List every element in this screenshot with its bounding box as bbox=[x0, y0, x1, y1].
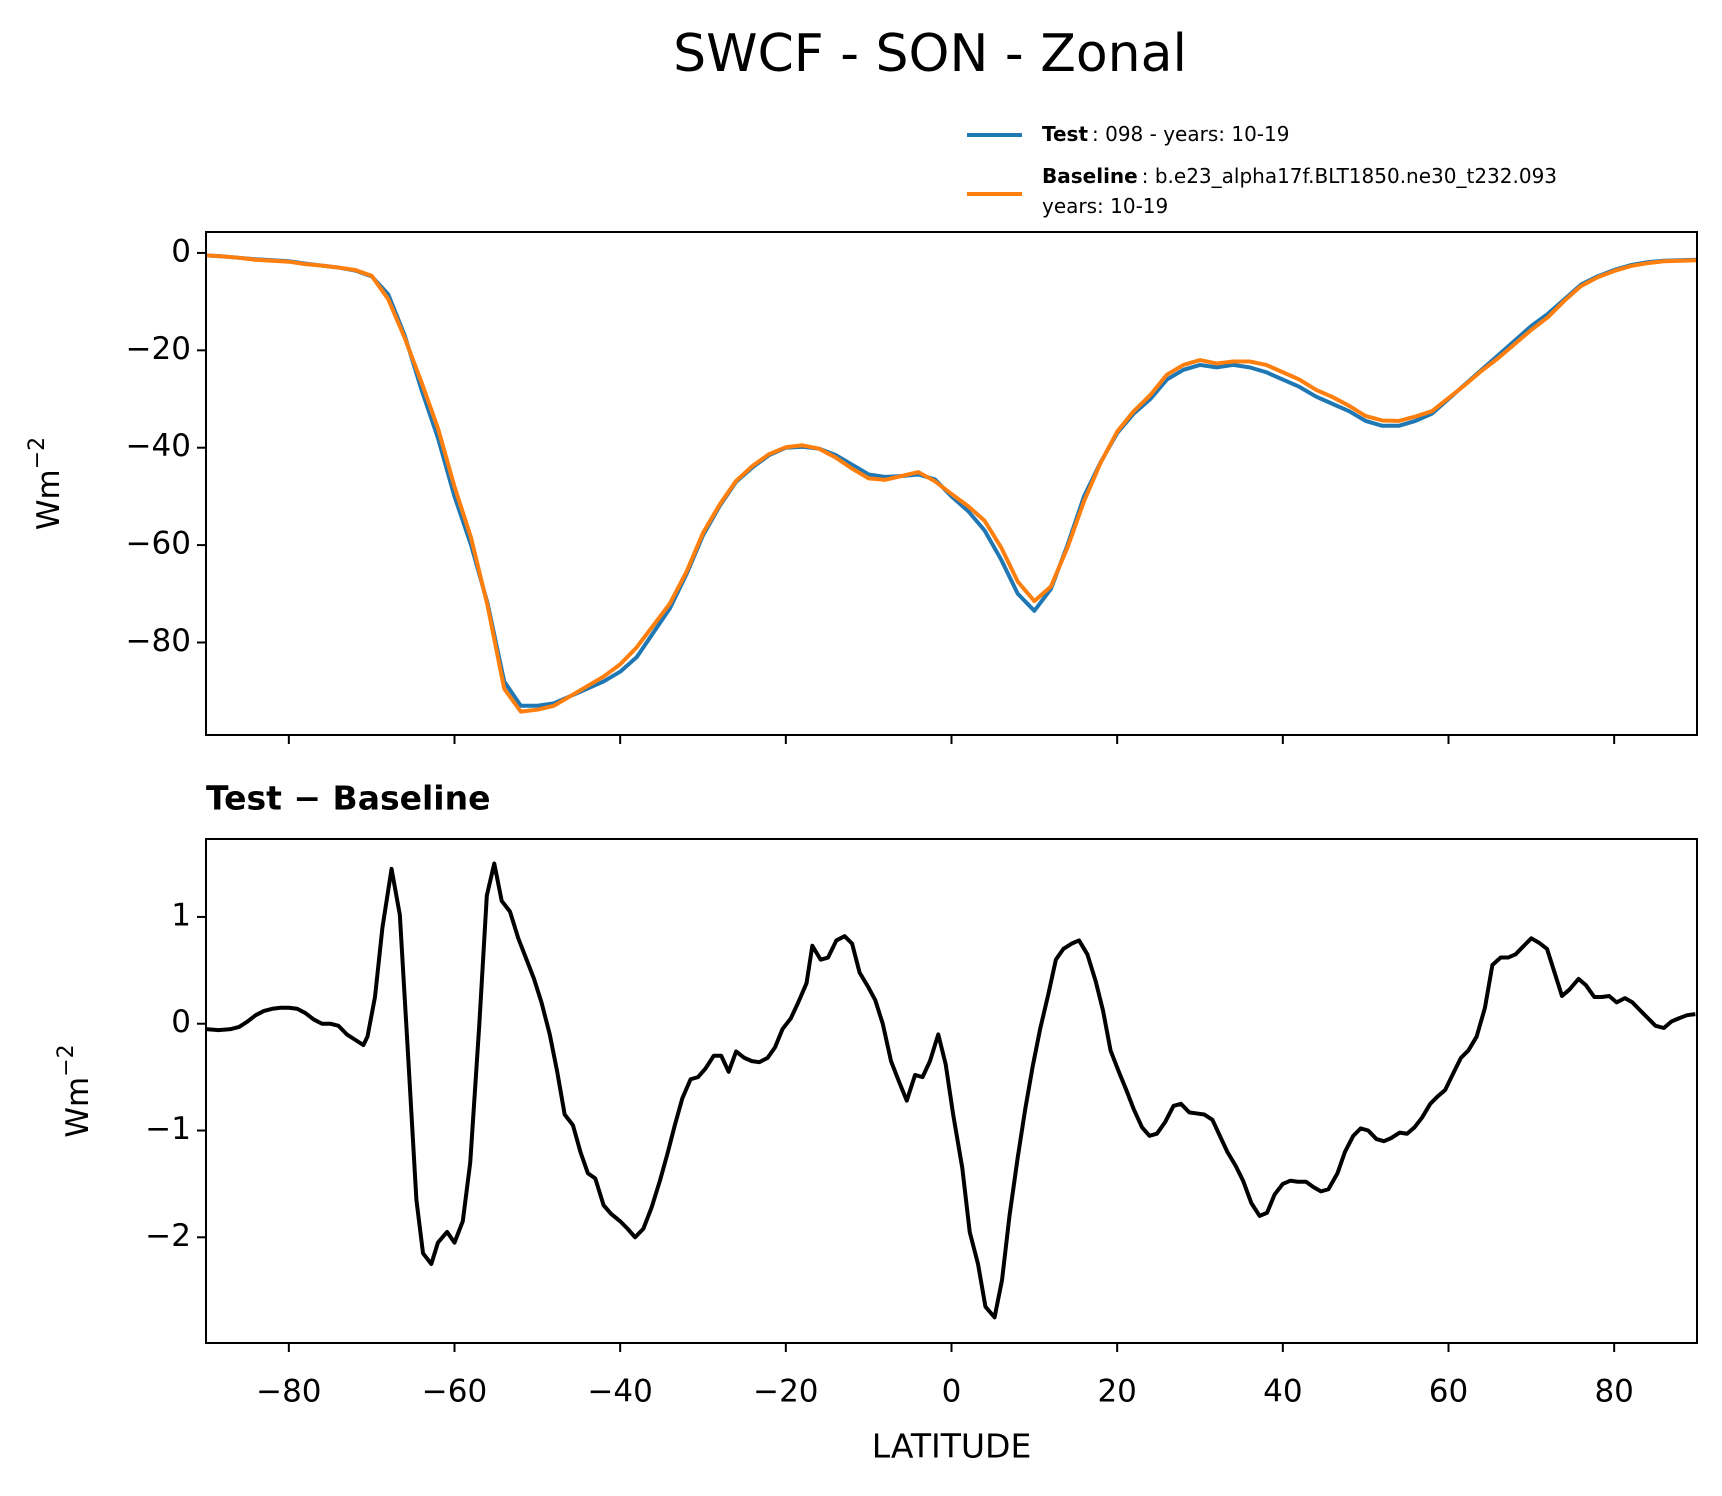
legend-name: Baseline bbox=[1042, 164, 1138, 188]
legend-label: Baseline: b.e23_alpha17f.BLT1850.ne30_t2… bbox=[1042, 164, 1557, 188]
data-line bbox=[206, 253, 1697, 714]
legend-text: : b.e23_alpha17f.BLT1850.ne30_t232.093 bbox=[1142, 164, 1557, 188]
y-tick-label: −2 bbox=[145, 1218, 191, 1254]
figure-title: SWCF - SON - Zonal bbox=[673, 24, 1187, 84]
y-axis-label-sup: −2 bbox=[54, 1044, 79, 1076]
x-tick-label: −40 bbox=[587, 1374, 652, 1410]
y-tick-label: 1 bbox=[171, 897, 191, 933]
y-axis-label-base: Wm bbox=[31, 469, 67, 530]
y-tick-label: 0 bbox=[171, 1004, 191, 1040]
legend-text: : 098 - years: 10-19 bbox=[1092, 122, 1289, 146]
y-tick-label: −40 bbox=[126, 428, 191, 464]
y-axis-label: Wm−2 bbox=[25, 437, 67, 530]
x-axis-label: LATITUDE bbox=[872, 1427, 1032, 1466]
legend-text: years: 10-19 bbox=[1042, 194, 1168, 218]
y-tick-label: 0 bbox=[171, 233, 191, 269]
y-tick-label: −1 bbox=[145, 1111, 191, 1147]
x-tick-label: 80 bbox=[1594, 1374, 1633, 1410]
x-tick-label: 20 bbox=[1097, 1374, 1136, 1410]
x-tick-label: 0 bbox=[942, 1374, 962, 1410]
y-axis-label-base: Wm bbox=[60, 1077, 96, 1138]
x-tick-label: −60 bbox=[422, 1374, 487, 1410]
x-tick-label: −20 bbox=[753, 1374, 818, 1410]
y-axis-label: Wm−2 bbox=[54, 1044, 96, 1137]
y-tick-label: −80 bbox=[126, 623, 191, 659]
y-axis-label-sup: −2 bbox=[25, 437, 50, 469]
x-tick-label: 60 bbox=[1429, 1374, 1468, 1410]
y-tick-label: −20 bbox=[126, 331, 191, 367]
axes-title: Test − Baseline bbox=[206, 779, 491, 818]
x-tick-label: −80 bbox=[256, 1374, 321, 1410]
x-tick-label: 40 bbox=[1263, 1374, 1302, 1410]
legend-label: Test: 098 - years: 10-19 bbox=[1042, 122, 1289, 146]
data-line bbox=[206, 861, 1696, 1320]
legend-name: Test bbox=[1042, 122, 1088, 146]
y-tick-label: −60 bbox=[126, 526, 191, 562]
legend-label: years: 10-19 bbox=[1042, 194, 1168, 218]
